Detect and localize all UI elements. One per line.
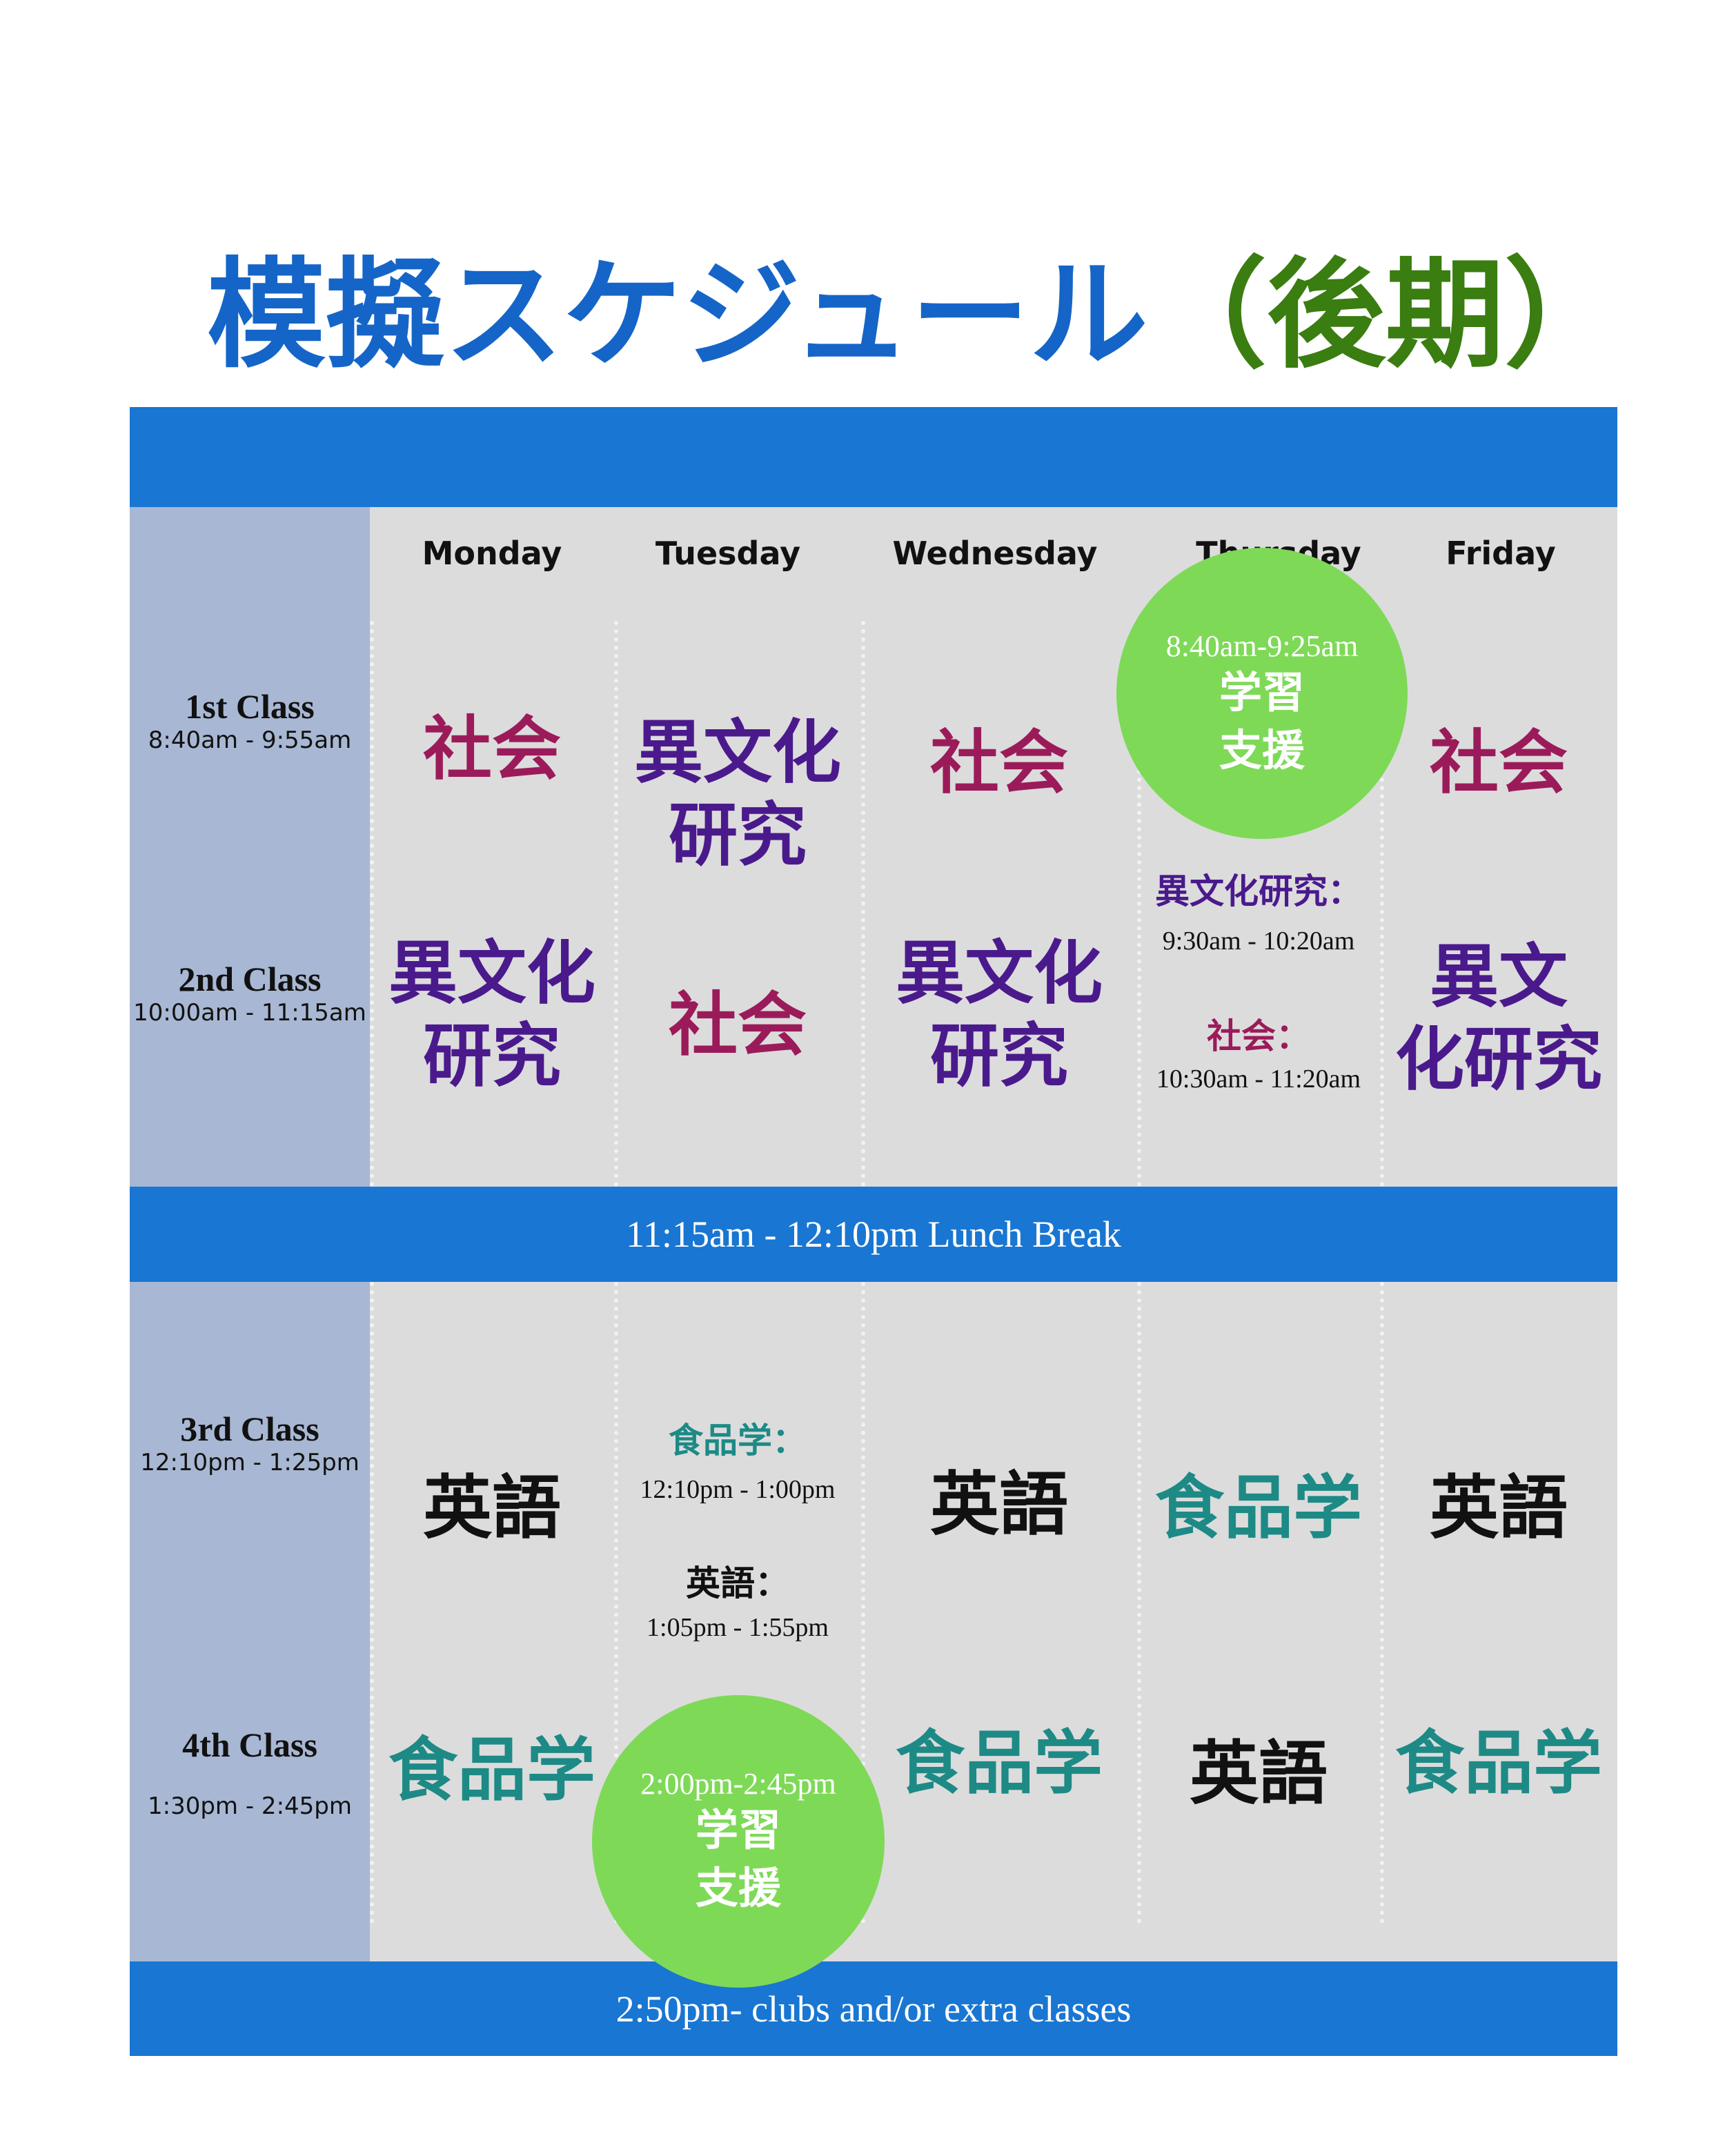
subject-text: 異文化 (388, 932, 595, 1013)
subject-text: 異文 (1430, 936, 1568, 1017)
cell-monday-3: 英語 (370, 1466, 614, 1549)
cell-wednesday-1: 社会 (861, 721, 1137, 804)
title-main: 模擬スケジュール (207, 244, 1148, 384)
period-column-upper (130, 507, 370, 1187)
lunch-band: 11:15am - 12:10pm Lunch Break (130, 1187, 1617, 1282)
cell-friday-3: 英語 (1380, 1466, 1617, 1549)
day-header-monday: Monday (422, 535, 562, 572)
cell-thursday-3: 食品学 (1137, 1466, 1380, 1549)
lunch-break-text: 11:15am - 12:10pm Lunch Break (626, 1214, 1121, 1255)
subject-text: 研究 (423, 1015, 561, 1096)
page-title: 模擬スケジュール（後期） (207, 255, 1623, 374)
period-time: 10:00am - 11:15am (133, 999, 366, 1027)
support-circle-thursday: 8:40am-9:25am 学習 支援 (1116, 548, 1408, 839)
top-band (130, 407, 1617, 507)
day-header-tuesday: Tuesday (655, 535, 801, 572)
cell-friday-1: 社会 (1380, 721, 1617, 804)
column-separator (370, 621, 374, 1187)
thursday-shakai-label: 社会： (1207, 1016, 1310, 1056)
column-separator (1380, 1282, 1384, 1923)
cell-wednesday-4: 食品学 (861, 1721, 1137, 1804)
period-name: 2nd Class (178, 960, 322, 998)
cell-monday-1: 社会 (370, 707, 614, 790)
subject-text: 社会 (669, 984, 807, 1065)
tuesday-shokuhin-time: 12:10pm - 1:00pm (640, 1475, 836, 1504)
cell-tuesday-1: 異文化 研究 (614, 711, 861, 876)
period-label-1: 1st Class 8:40am - 9:55am (130, 686, 370, 754)
column-separator (1137, 1282, 1141, 1923)
subject-text: 英語 (423, 1467, 561, 1548)
tuesday-eigo-label: 英語： (686, 1563, 789, 1603)
subject-text: 食品学 (1395, 1722, 1602, 1803)
period-label-4: 4th Class 1:30pm - 2:45pm (130, 1725, 370, 1820)
period-label-3: 3rd Class 12:10pm - 1:25pm (130, 1409, 370, 1476)
footer-band: 2:50pm- clubs and/or extra classes (130, 1961, 1617, 2056)
period-name: 1st Class (185, 687, 315, 726)
footer-text: 2:50pm- clubs and/or extra classes (615, 1988, 1132, 2030)
schedule-grid-lower (370, 1282, 1617, 1961)
day-header-wednesday: Wednesday (892, 535, 1098, 572)
subject-text: 食品学 (388, 1729, 595, 1810)
subject-text: 社会 (930, 722, 1068, 803)
support-text: 学習 (1219, 666, 1305, 718)
support-time: 8:40am-9:25am (1165, 629, 1359, 663)
subject-text: 研究 (669, 794, 807, 876)
subject-text: 英語 (930, 1463, 1068, 1545)
subject-text: 異文化 (634, 711, 841, 793)
cell-friday-2: 異文 化研究 (1380, 935, 1617, 1100)
thursday-shakai-time: 10:30am - 11:20am (1156, 1065, 1361, 1094)
subject-text: 化研究 (1395, 1018, 1602, 1100)
cell-tuesday-2: 社会 (614, 983, 861, 1066)
period-name: 4th Class (182, 1725, 317, 1764)
subject-text: 英語 (1190, 1732, 1328, 1814)
tuesday-eigo-time: 1:05pm - 1:55pm (647, 1613, 829, 1642)
title-sub: （後期） (1147, 244, 1623, 384)
column-separator (614, 1282, 618, 1923)
column-separator (614, 621, 618, 1187)
cell-monday-2: 異文化 研究 (370, 931, 614, 1097)
subject-text: 英語 (1430, 1467, 1568, 1548)
period-time: 1:30pm - 2:45pm (148, 1792, 352, 1820)
period-name: 3rd Class (180, 1410, 319, 1448)
support-text: 支援 (1219, 724, 1305, 775)
period-time: 8:40am - 9:55am (148, 726, 352, 754)
support-text: 支援 (695, 1862, 781, 1913)
column-separator (861, 621, 865, 1187)
thursday-ibunka-time: 9:30am - 10:20am (1162, 927, 1355, 956)
period-label-2: 2nd Class 10:00am - 11:15am (130, 959, 370, 1027)
thursday-ibunka-label: 異文化研究： (1155, 871, 1362, 911)
cell-friday-4: 食品学 (1380, 1721, 1617, 1804)
subject-text: 研究 (930, 1015, 1068, 1096)
subject-text: 社会 (423, 708, 561, 789)
column-separator (1137, 621, 1141, 1187)
subject-text: 食品学 (896, 1722, 1103, 1803)
tuesday-shokuhin-label: 食品学： (669, 1420, 807, 1461)
column-separator (1380, 621, 1384, 1187)
support-time: 2:00pm-2:45pm (640, 1766, 836, 1801)
period-column-lower (130, 1282, 370, 1961)
support-circle-tuesday: 2:00pm-2:45pm 学習 支援 (592, 1695, 885, 1988)
column-separator (861, 1282, 865, 1923)
schedule-grid-upper (370, 507, 1617, 1187)
subject-text: 社会 (1430, 722, 1568, 803)
column-separator (370, 1282, 374, 1923)
cell-wednesday-2: 異文化 研究 (861, 931, 1137, 1097)
day-header-friday: Friday (1446, 535, 1556, 572)
cell-monday-4: 食品学 (370, 1728, 614, 1811)
cell-wednesday-3: 英語 (861, 1463, 1137, 1545)
subject-text: 食品学 (1155, 1467, 1362, 1548)
cell-thursday-4: 英語 (1137, 1732, 1380, 1814)
subject-text: 異文化 (896, 932, 1103, 1013)
support-text: 学習 (695, 1804, 781, 1855)
period-time: 12:10pm - 1:25pm (140, 1449, 359, 1476)
